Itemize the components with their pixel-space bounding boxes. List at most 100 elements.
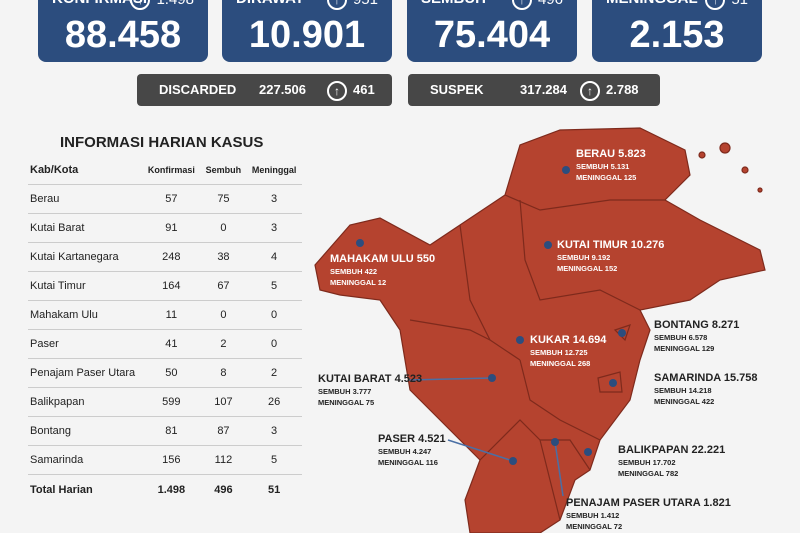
leader-line bbox=[407, 377, 493, 381]
table-cell: Meninggal bbox=[246, 156, 302, 185]
region-sembuh: SEMBUH 5.131 bbox=[576, 162, 629, 171]
table-cell: 0 bbox=[200, 300, 247, 330]
card-value: 75.404 bbox=[433, 14, 551, 56]
table-cell: 112 bbox=[200, 445, 247, 475]
stat-pill: DISCARDED 227.506 ↑ 461 bbox=[137, 74, 392, 106]
table-cell: 496 bbox=[214, 484, 233, 496]
table-cell: 26 bbox=[246, 387, 302, 417]
region-meninggal: MENINGGAL 125 bbox=[576, 173, 636, 182]
card-label: SEMBUH bbox=[421, 0, 486, 7]
table-cell: 81 bbox=[142, 416, 201, 446]
region-sembuh: SEMBUH 1.412 bbox=[566, 511, 619, 520]
pill-delta: ↑ 2.788 bbox=[580, 74, 639, 106]
region-meninggal: MENINGGAL 116 bbox=[378, 458, 438, 467]
table-cell: Kab/Kota bbox=[28, 156, 142, 185]
table-row: Kab/Kota Konfirmasi Sembuh Meninggal bbox=[28, 156, 302, 185]
table-cell: 107 bbox=[200, 387, 247, 417]
case-table: Kab/Kota Konfirmasi Sembuh Meninggal Berau 57… bbox=[28, 156, 302, 505]
table-cell: 38 bbox=[200, 242, 247, 272]
table-cell: 8 bbox=[200, 358, 247, 388]
table-row: Total Harian 1.498 496 51 bbox=[28, 475, 302, 506]
region-dot bbox=[356, 239, 364, 247]
table-cell: 5 bbox=[246, 271, 302, 301]
table-row: Paser 41 2 0 bbox=[28, 329, 302, 359]
region-dot bbox=[609, 379, 617, 387]
table-cell: Kutai Kartanegara bbox=[28, 242, 142, 272]
region-dot bbox=[509, 457, 517, 465]
region-sembuh: SEMBUH 9.192 bbox=[557, 253, 610, 262]
table-cell: Sembuh bbox=[200, 156, 247, 185]
region-dot bbox=[562, 166, 570, 174]
table-cell: 41 bbox=[142, 329, 201, 359]
pill-delta: ↑ 461 bbox=[327, 74, 375, 106]
leader-line bbox=[447, 439, 514, 462]
table-cell: 248 bbox=[142, 242, 201, 272]
table-cell: 599 bbox=[142, 387, 201, 417]
table-row: Bontang 81 87 3 bbox=[28, 416, 302, 446]
region-sembuh: SEMBUH 422 bbox=[330, 267, 377, 276]
region-sembuh: SEMBUH 12.725 bbox=[530, 348, 588, 357]
card-value: 88.458 bbox=[64, 14, 182, 56]
region-name: BALIKPAPAN 22.221 bbox=[618, 444, 725, 456]
table-cell: Kutai Timur bbox=[28, 271, 142, 301]
up-icon: ↑ bbox=[705, 0, 726, 10]
table-cell: 50 bbox=[142, 358, 201, 388]
delta-value: 51 bbox=[731, 0, 748, 8]
region-meninggal: MENINGGAL 268 bbox=[530, 359, 590, 368]
card-delta: ↑ 951 bbox=[326, 0, 378, 10]
up-icon: ↑ bbox=[580, 80, 600, 101]
table-cell: 3 bbox=[246, 184, 302, 214]
card-label: DIRAWAT bbox=[236, 0, 304, 7]
leader-line bbox=[554, 441, 564, 497]
region-dot bbox=[584, 448, 592, 456]
province-shape bbox=[314, 127, 766, 533]
table-row: Mahakam Ulu 11 0 0 bbox=[28, 300, 302, 330]
borders bbox=[409, 194, 665, 521]
table-row: Kutai Barat 91 0 3 bbox=[28, 213, 302, 243]
region-dot bbox=[551, 438, 559, 446]
delta-value: 1.498 bbox=[156, 0, 194, 8]
region-dot bbox=[516, 336, 524, 344]
region-dot bbox=[618, 329, 626, 337]
table-cell: Mahakam Ulu bbox=[28, 300, 142, 330]
table-cell: 11 bbox=[142, 300, 201, 330]
table-cell: Kutai Barat bbox=[28, 213, 142, 243]
region-name: BONTANG 8.271 bbox=[654, 319, 739, 331]
region-meninggal: MENINGGAL 12 bbox=[330, 278, 386, 287]
table-cell: 4 bbox=[246, 242, 302, 272]
region-sembuh: SEMBUH 17.702 bbox=[618, 458, 676, 467]
stat-card: MENINGGAL ↑ 51 2.153 bbox=[592, 0, 762, 62]
delta-value: 496 bbox=[538, 0, 563, 8]
table-cell: Balikpapan bbox=[28, 387, 142, 417]
delta-value: 461 bbox=[353, 82, 375, 97]
table-cell: 164 bbox=[142, 271, 201, 301]
table-cell: 0 bbox=[246, 300, 302, 330]
region-name: KUKAR 14.694 bbox=[530, 334, 607, 346]
table-cell: 67 bbox=[200, 271, 247, 301]
table-cell: Penajam Paser Utara bbox=[28, 358, 142, 388]
delta-value: 2.788 bbox=[606, 82, 639, 97]
region-name: PENAJAM PASER UTARA 1.821 bbox=[566, 497, 731, 509]
table-cell: Berau bbox=[28, 184, 142, 214]
table-cell: 5 bbox=[246, 445, 302, 475]
region-meninggal: MENINGGAL 75 bbox=[318, 398, 374, 407]
table-cell: 0 bbox=[246, 329, 302, 359]
stat-pill: SUSPEK 317.284 ↑ 2.788 bbox=[408, 74, 660, 106]
region-dot bbox=[488, 374, 496, 382]
pill-label: DISCARDED bbox=[159, 82, 237, 97]
table-cell: 0 bbox=[200, 213, 247, 243]
table-row: Balikpapan 599 107 26 bbox=[28, 387, 302, 417]
card-delta: ↑ 1.498 bbox=[130, 0, 194, 10]
up-icon: ↑ bbox=[326, 0, 347, 10]
table-cell: 3 bbox=[246, 416, 302, 446]
table-cell: 87 bbox=[200, 416, 247, 446]
table-cell: 91 bbox=[142, 213, 201, 243]
table-row: Kutai Kartanegara 248 38 4 bbox=[28, 242, 302, 272]
region-dot bbox=[544, 241, 552, 249]
card-delta: ↑ 496 bbox=[511, 0, 563, 10]
table-cell: 3 bbox=[246, 213, 302, 243]
card-label: KONFIRMASI bbox=[52, 0, 147, 7]
region-name: SAMARINDA 15.758 bbox=[654, 372, 758, 384]
